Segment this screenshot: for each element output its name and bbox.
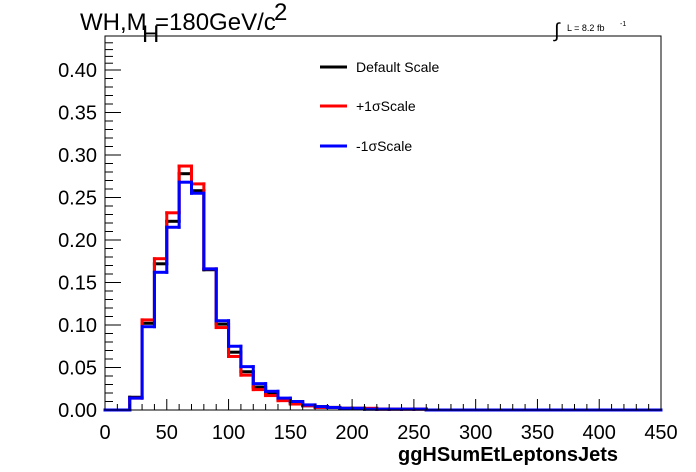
y-tick-label-0-40: 0.40: [58, 60, 97, 82]
x-tick-label-0: 0: [99, 422, 110, 444]
y-tick-label-0-25: 0.25: [58, 188, 97, 210]
y-tick-label-0-00: 0.00: [58, 400, 97, 422]
x-tick-label-350: 350: [521, 422, 554, 444]
legend-label-plus-one-sigma-scale: +1σScale: [356, 98, 416, 114]
y-tick-label-0-30: 0.30: [58, 145, 97, 167]
luminosity-superscript: -1: [620, 21, 626, 28]
y-tick-label-0-15: 0.15: [58, 273, 97, 295]
x-ticks-layer: 0 50 100 150 200 250 300 350 400 450: [99, 399, 678, 444]
x-tick-label-200: 200: [335, 422, 368, 444]
x-tick-label-100: 100: [212, 422, 245, 444]
x-tick-label-450: 450: [644, 422, 677, 444]
x-tick-label-400: 400: [583, 422, 616, 444]
y-tick-label-0-35: 0.35: [58, 103, 97, 125]
y-tick-label-0-10: 0.10: [58, 315, 97, 337]
chart-title-base: WH,M: [80, 9, 147, 36]
x-tick-label-300: 300: [459, 422, 492, 444]
luminosity-label: L = 8.2 fb: [567, 23, 604, 33]
legend: Default Scale +1σScale -1σScale: [320, 59, 439, 154]
y-tick-label-0-20: 0.20: [58, 230, 97, 252]
x-tick-label-50: 50: [156, 422, 178, 444]
chart-title-subscript: H: [142, 21, 159, 48]
chart-title-superscript: 2: [274, 0, 287, 26]
luminosity-integral-symbol: ∫: [553, 20, 561, 42]
y-ticks-layer: 0.00 0.05 0.10 0.15 0.20 0.25 0.30 0.35 0.40: [58, 42, 121, 422]
x-tick-label-150: 150: [274, 422, 307, 444]
legend-label-default-scale: Default Scale: [356, 59, 439, 75]
x-axis-label: ggHSumEtLeptonsJets: [398, 444, 618, 466]
y-tick-label-0-05: 0.05: [58, 358, 97, 380]
x-tick-label-250: 250: [397, 422, 430, 444]
legend-label-minus-one-sigma-scale: -1σScale: [356, 138, 412, 154]
chart-title-value: =180GeV/c: [155, 9, 276, 36]
